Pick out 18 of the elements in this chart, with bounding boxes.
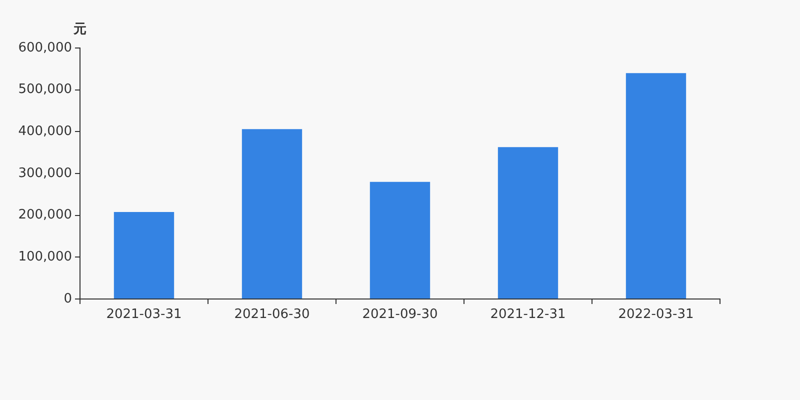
bar [626,73,686,298]
x-tick-label: 2021-03-31 [106,307,182,322]
x-tick-label: 2021-12-31 [490,307,566,322]
x-tick-label: 2021-09-30 [362,307,438,322]
y-tick-label: 200,000 [18,208,72,223]
x-tick-label: 2021-06-30 [234,307,310,322]
bar [370,182,430,298]
bar [498,147,558,298]
y-tick-label: 400,000 [18,124,72,140]
bar [242,129,302,298]
y-tick-label: 0 [64,291,72,306]
y-tick-label: 600,000 [18,40,72,56]
y-tick-label: 500,000 [18,82,72,98]
y-axis-title: 元 [72,22,86,37]
y-tick-label: 300,000 [18,166,72,181]
y-tick-label: 100,000 [18,250,72,265]
x-tick-label: 2022-03-31 [618,307,694,322]
bar [114,212,174,298]
